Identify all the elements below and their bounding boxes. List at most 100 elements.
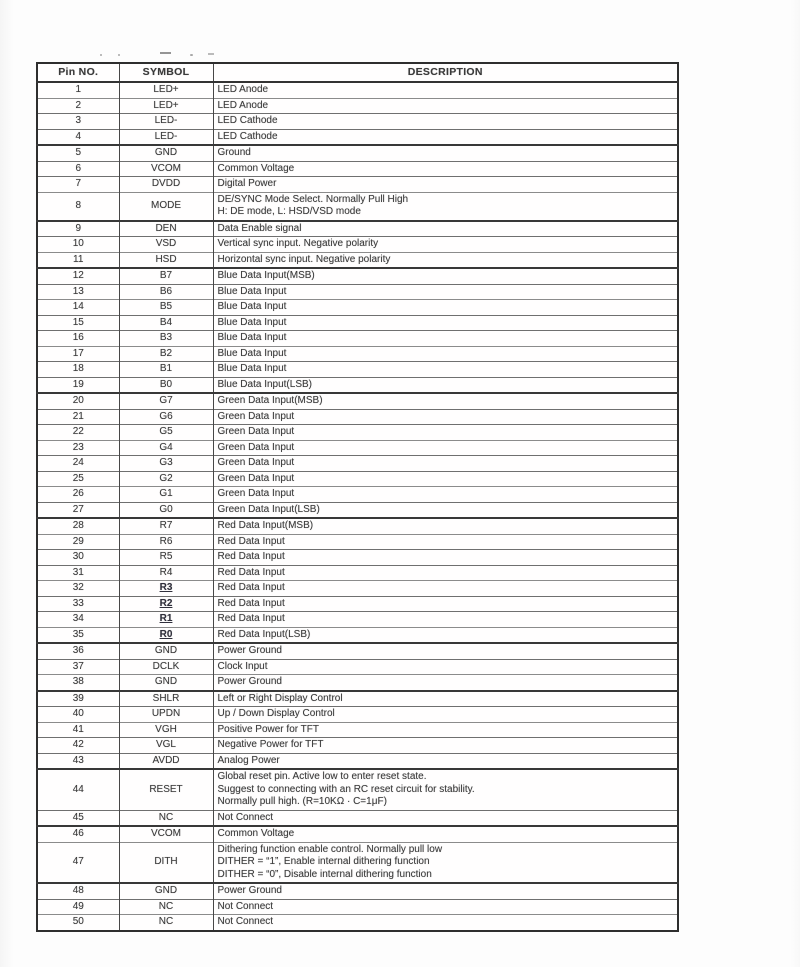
- table-row: 36 GND Power Ground: [37, 643, 678, 659]
- description-cell: Red Data Input(MSB): [212, 518, 678, 534]
- symbol-cell: G4: [118, 440, 213, 456]
- table-row: 2 LED+ LED Anode: [37, 98, 678, 114]
- pin-cell: 31: [72, 566, 84, 578]
- description-cell: LED Anode: [212, 82, 678, 98]
- symbol-cell: B1: [118, 361, 213, 377]
- table-row: 5 GND Ground: [37, 145, 678, 161]
- table-row: 8 MODE DE/SYNC Mode Select. Normally Pull …: [37, 192, 678, 221]
- description-cell: Not Connect: [212, 810, 678, 826]
- pin-cell: 5: [75, 147, 82, 158]
- table-row: 6 VCOM Common Voltage: [37, 161, 678, 177]
- column-header-symbol: SYMBOL: [118, 63, 213, 83]
- symbol-cell: RESET: [118, 769, 213, 810]
- table-row: 29 R6 Red Data Input: [37, 534, 678, 550]
- pin-cell: 39: [72, 692, 84, 704]
- table-row: 23 G4 Green Data Input: [37, 440, 678, 456]
- pin-cell: 27: [72, 503, 84, 515]
- symbol-cell: VCOM: [118, 161, 213, 177]
- pin-cell: 6: [75, 162, 82, 174]
- table-row: 37 DCLK Clock Input: [37, 659, 678, 675]
- description-cell: Green Data Input: [212, 471, 678, 487]
- symbol-cell: R3: [118, 580, 213, 596]
- description-cell: Blue Data Input: [212, 346, 678, 362]
- symbol-cell: LED+: [118, 98, 213, 114]
- symbol-cell: GND: [118, 145, 213, 161]
- description-cell: Blue Data Input: [212, 299, 678, 315]
- description-cell: Red Data Input: [212, 596, 678, 612]
- description-cell: Power Ground: [212, 883, 678, 899]
- description-cell: LED Anode: [212, 98, 678, 114]
- description-cell: LED Cathode: [212, 129, 678, 145]
- pin-cell: 12: [72, 270, 84, 281]
- symbol-cell: GND: [118, 643, 213, 659]
- symbol-cell: LED-: [118, 129, 213, 145]
- table-row: 49 NC Not Connect: [37, 899, 678, 915]
- pin-cell: 34: [72, 613, 84, 624]
- table-row: 4 LED- LED Cathode: [37, 129, 678, 145]
- description-cell: Negative Power for TFT: [212, 737, 678, 753]
- description-cell: Data Enable signal: [212, 220, 678, 237]
- table-row: 45 NC Not Connect: [37, 810, 678, 826]
- table-row: 19 B0 Blue Data Input(LSB): [37, 377, 678, 393]
- pin-cell: 25: [72, 472, 84, 484]
- symbol-cell: B0: [118, 377, 213, 393]
- symbol-cell: B6: [118, 284, 213, 300]
- pin-cell: 8: [75, 199, 82, 211]
- pin-cell: 22: [72, 426, 84, 437]
- pin-cell: 42: [72, 739, 84, 750]
- scan-artifact-dash: [160, 52, 171, 54]
- table-row: 50 NC Not Connect: [37, 914, 678, 931]
- pin-cell: 38: [72, 676, 84, 687]
- pin-cell: 3: [75, 115, 82, 126]
- pin-table-body: 1 LED+ LED Anode 2 LED+ LED Anode 3 LED- LED Cat…: [37, 82, 678, 931]
- symbol-cell: UPDN: [118, 706, 213, 722]
- description-cell: Red Data Input: [212, 580, 678, 596]
- symbol-cell: R2: [118, 596, 213, 612]
- description-cell: Vertical sync input. Negative polarity: [212, 236, 678, 252]
- symbol-cell: G5: [118, 424, 213, 440]
- table-row: 17 B2 Blue Data Input: [37, 346, 678, 362]
- scan-artifact-dot: [100, 54, 102, 56]
- pin-cell: 37: [72, 660, 84, 672]
- table-row: 42 VGL Negative Power for TFT: [37, 737, 678, 753]
- table-row: 1 LED+ LED Anode: [37, 82, 678, 98]
- description-cell: Power Ground: [212, 674, 678, 691]
- pin-cell: 20: [72, 395, 84, 406]
- symbol-cell: G3: [118, 455, 213, 471]
- symbol-cell: SHLR: [118, 690, 213, 707]
- symbol-cell: GND: [118, 883, 213, 899]
- pin-cell: 4: [75, 130, 82, 142]
- table-row: 22 G5 Green Data Input: [37, 424, 678, 440]
- symbol-cell: NC: [118, 899, 213, 915]
- symbol-cell: LED-: [118, 113, 213, 129]
- table-row: 25 G2 Green Data Input: [37, 471, 678, 487]
- pin-cell: 47: [72, 856, 84, 867]
- table-row: 14 B5 Blue Data Input: [37, 299, 678, 315]
- description-cell: Blue Data Input: [212, 330, 678, 346]
- symbol-cell: MODE: [118, 192, 213, 221]
- pin-cell: 50: [72, 916, 84, 927]
- pin-cell: 43: [72, 754, 84, 766]
- pin-cell: 13: [72, 285, 84, 297]
- table-row: 28 R7 Red Data Input(MSB): [37, 518, 678, 534]
- symbol-cell: G7: [118, 393, 213, 409]
- symbol-cell: HSD: [118, 252, 213, 268]
- description-cell: Green Data Input: [212, 486, 678, 502]
- pin-cell: 32: [72, 582, 84, 593]
- pin-cell: 44: [72, 783, 84, 795]
- table-row: 12 B7 Blue Data Input(MSB): [37, 268, 678, 284]
- pin-cell: 48: [72, 885, 84, 896]
- pin-cell: 16: [72, 332, 84, 343]
- table-row: 38 GND Power Ground: [37, 674, 678, 691]
- pin-cell: 14: [72, 301, 84, 312]
- description-cell: Red Data Input: [212, 534, 678, 550]
- table-row: 46 VCOM Common Voltage: [37, 826, 678, 842]
- description-cell: Red Data Input: [212, 565, 678, 581]
- table-row: 40 UPDN Up / Down Display Control: [37, 706, 678, 722]
- pin-cell: 23: [72, 441, 84, 453]
- pin-cell: 18: [72, 363, 84, 374]
- pin-cell: 36: [72, 645, 84, 656]
- symbol-cell: VCOM: [118, 826, 213, 842]
- table-row: 34 R1 Red Data Input: [37, 611, 678, 627]
